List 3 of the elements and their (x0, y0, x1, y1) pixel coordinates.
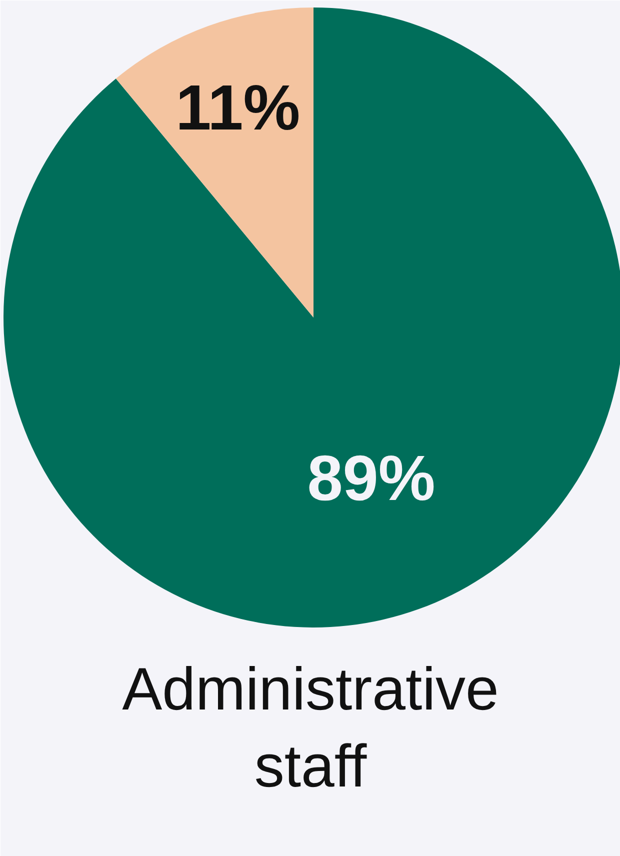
text: Administrative staff (122, 656, 499, 800)
data-label: 89% (307, 442, 436, 514)
data-label: 11% (176, 71, 300, 144)
